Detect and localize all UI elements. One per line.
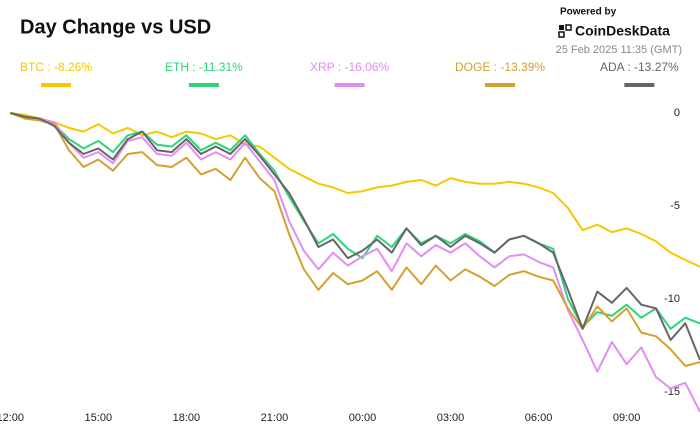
legend-swatch	[334, 83, 365, 87]
timestamp: 25 Feb 2025 11:35 (GMT)	[556, 44, 682, 56]
legend-label: XRP : -16.06%	[310, 60, 389, 74]
legend-swatch	[624, 83, 655, 87]
x-tick-label: 15:00	[85, 412, 113, 424]
legend-label: ETH : -11.31%	[165, 60, 243, 74]
y-tick-label: -5	[670, 200, 680, 212]
legend-swatch	[188, 83, 219, 87]
chart-title: Day Change vs USD	[20, 16, 211, 38]
x-tick-label: 00:00	[349, 412, 377, 424]
x-tick-label: 06:00	[525, 412, 553, 424]
legend-swatch	[485, 83, 516, 87]
legend-label: BTC : -8.26%	[20, 60, 92, 74]
legend-swatch	[41, 83, 72, 87]
x-tick-label: 21:00	[261, 412, 289, 424]
y-tick-label: -15	[664, 386, 680, 398]
x-tick-label: 09:00	[613, 412, 641, 424]
series-line	[10, 112, 700, 330]
series-line	[10, 112, 700, 361]
series-line	[10, 112, 700, 268]
x-tick-label: 12:00	[0, 412, 24, 424]
y-tick-label: 0	[674, 107, 680, 119]
powered-by: Powered by	[560, 7, 617, 18]
legend-label: ADA : -13.27%	[600, 60, 679, 74]
x-tick-label: 03:00	[437, 412, 465, 424]
legend-label: DOGE : -13.39%	[455, 60, 545, 74]
y-tick-label: -10	[664, 293, 680, 305]
series-line	[10, 112, 700, 413]
brand: CoinDeskData	[575, 23, 670, 39]
brand-logo	[558, 24, 572, 38]
x-tick-label: 18:00	[173, 412, 201, 424]
